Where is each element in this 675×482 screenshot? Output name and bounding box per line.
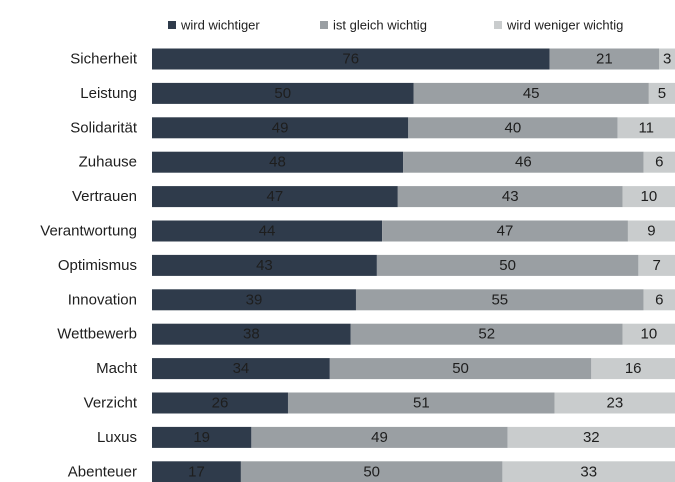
- value-label: 50: [499, 257, 516, 274]
- bar-segment: [648, 82, 675, 104]
- bar-segment: [152, 358, 330, 380]
- bar-segment: [152, 117, 409, 139]
- value-label: 10: [641, 188, 658, 205]
- value-label: 43: [502, 188, 519, 205]
- value-label: 76: [342, 51, 359, 68]
- value-label: 38: [243, 326, 260, 343]
- value-label: 47: [267, 188, 284, 205]
- category-label: Luxus: [97, 429, 137, 446]
- bar-segment: [355, 289, 644, 311]
- bar-segment: [376, 254, 639, 276]
- bar-segment: [152, 426, 252, 448]
- bar-segment: [507, 426, 675, 448]
- value-label: 10: [641, 326, 658, 343]
- value-label: 49: [371, 429, 388, 446]
- category-label: Wettbewerb: [57, 326, 137, 343]
- category-label: Optimismus: [58, 257, 137, 274]
- category-label: Leistung: [80, 85, 137, 102]
- bar-segment: [350, 323, 623, 345]
- value-label: 23: [607, 395, 624, 412]
- value-label: 43: [256, 257, 273, 274]
- legend-label: wird wichtiger: [180, 18, 260, 33]
- bar-segment: [617, 117, 675, 139]
- bar-segment: [554, 392, 675, 414]
- bar-segment: [397, 186, 623, 208]
- value-label: 11: [638, 119, 654, 136]
- bar-segment: [403, 151, 644, 173]
- value-label: 3: [663, 51, 671, 68]
- bar-segment: [152, 323, 351, 345]
- value-label: 17: [188, 463, 205, 480]
- value-label: 34: [233, 360, 250, 377]
- bar-segment: [591, 358, 675, 380]
- legend-swatch: [168, 21, 176, 29]
- bar-segment: [643, 289, 675, 311]
- legend-swatch: [320, 21, 328, 29]
- bar-segment: [152, 48, 550, 70]
- legend-swatch: [494, 21, 502, 29]
- category-label: Sicherheit: [70, 51, 138, 68]
- bar-segment: [659, 48, 675, 70]
- bar-segment: [152, 186, 398, 208]
- bar-segment: [408, 117, 618, 139]
- value-label: 6: [655, 154, 663, 171]
- value-label: 48: [269, 154, 286, 171]
- bar-segment: [287, 392, 555, 414]
- bar-segment: [152, 220, 383, 242]
- value-label: 9: [647, 223, 655, 240]
- bar-segment: [251, 426, 508, 448]
- bar-segment: [643, 151, 675, 173]
- bar-segment: [627, 220, 675, 242]
- value-label: 26: [212, 395, 229, 412]
- category-label: Verzicht: [84, 395, 138, 412]
- bar-segment: [152, 289, 356, 311]
- bar-segment: [382, 220, 628, 242]
- value-label: 44: [259, 223, 276, 240]
- category-label: Zuhause: [79, 154, 137, 171]
- bar-segment: [152, 392, 288, 414]
- value-label: 39: [246, 291, 263, 308]
- value-label: 55: [491, 291, 508, 308]
- legend-label: ist gleich wichtig: [333, 18, 427, 33]
- bar-segment: [622, 323, 675, 345]
- value-label: 21: [596, 51, 613, 68]
- value-label: 49: [272, 119, 289, 136]
- bar-segment: [329, 358, 592, 380]
- value-label: 50: [363, 463, 380, 480]
- value-label: 5: [658, 85, 666, 102]
- bar-segment: [638, 254, 675, 276]
- bar-segment: [152, 151, 404, 173]
- value-label: 51: [413, 395, 430, 412]
- category-label: Vertrauen: [72, 188, 137, 205]
- bar-segment: [152, 461, 241, 482]
- category-label: Macht: [96, 360, 138, 377]
- value-label: 32: [583, 429, 600, 446]
- category-label: Abenteuer: [68, 463, 137, 480]
- value-label: 45: [523, 85, 540, 102]
- value-label: 52: [478, 326, 495, 343]
- value-label: 50: [452, 360, 469, 377]
- category-label: Solidarität: [70, 119, 138, 136]
- value-label: 19: [193, 429, 210, 446]
- category-label: Innovation: [68, 291, 137, 308]
- category-label: Verantwortung: [40, 223, 137, 240]
- bar-segment: [413, 82, 649, 104]
- bar-segment: [152, 82, 414, 104]
- bar-segment: [549, 48, 660, 70]
- value-label: 16: [625, 360, 642, 377]
- bar-segment: [622, 186, 675, 208]
- value-label: 6: [655, 291, 663, 308]
- bar-segment: [502, 461, 675, 482]
- value-label: 40: [505, 119, 522, 136]
- value-label: 7: [653, 257, 661, 274]
- legend-label: wird weniger wichtig: [506, 18, 623, 33]
- value-label: 33: [580, 463, 597, 480]
- value-label: 46: [515, 154, 532, 171]
- value-label: 50: [274, 85, 291, 102]
- bar-segment: [240, 461, 503, 482]
- value-label: 47: [497, 223, 514, 240]
- bar-segment: [152, 254, 377, 276]
